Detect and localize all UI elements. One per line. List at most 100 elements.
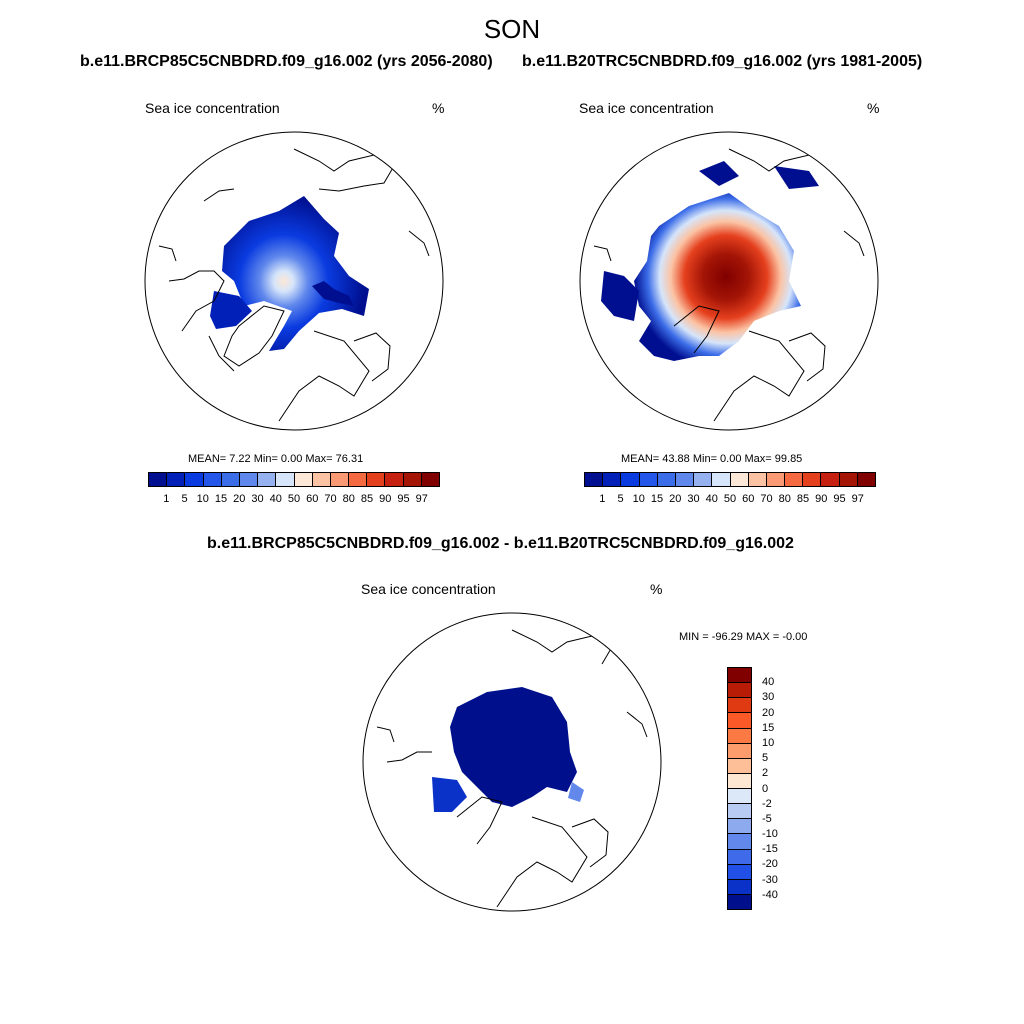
colorbar-tick-label: 5 [181,493,188,505]
left-colorbar-swatches [148,472,440,487]
right-ice-field [634,193,801,361]
colorbar-tick-label: -2 [762,797,772,810]
colorbar-tick-label: 95 [397,493,410,505]
colorbar-tick-label: 1 [599,493,606,505]
colorbar-swatch [728,683,751,699]
colorbar-swatch [330,473,350,486]
colorbar-swatch [728,713,751,729]
colorbar-tick-label: -20 [762,858,778,871]
colorbar-swatch [621,473,640,486]
diff-units-label: % [650,581,663,597]
colorbar-swatch [185,473,204,486]
colorbar-swatch [821,473,840,486]
right-stats: MEAN= 43.88 Min= 0.00 Max= 99.85 [621,453,803,465]
colorbar-tick-label: -15 [762,843,778,856]
colorbar-swatch [728,728,751,744]
colorbar-swatch [728,789,751,805]
colorbar-tick-label: 10 [632,493,645,505]
colorbar-tick-label: 97 [851,493,864,505]
colorbar-tick-label: 15 [214,493,228,505]
right-ice-field-2 [601,271,639,321]
colorbar-swatch [728,864,751,880]
colorbar-swatch [403,473,422,486]
colorbar-tick-label: 97 [415,493,428,505]
colorbar-swatch [803,473,822,486]
colorbar-tick-label: 15 [650,493,664,505]
diff-colorbar-ticks: 40 30 20 15 10 5 2 0 -2 -5 -10 -15 -20 -30 -40 [758,667,798,910]
colorbar-swatch [728,758,751,774]
colorbar-swatch [221,473,240,486]
colorbar-tick-label: -10 [762,828,778,841]
left-ice-field-2 [210,291,252,329]
colorbar-swatch [349,473,368,486]
right-colorbar-ticks: 1 5 10 15 20 30 40 50 60 70 80 85 90 95 97 [584,487,876,505]
colorbar-tick-label: 80 [342,493,355,505]
colorbar-tick-label: 95 [833,493,846,505]
right-panel-title: b.e11.B20TRC5CNBDRD.f09_g16.002 (yrs 198… [522,53,923,70]
colorbar-tick-label: 10 [762,736,775,749]
colorbar-tick-label: 30 [762,691,775,704]
diff-ice-field-3 [568,782,584,802]
colorbar-swatch [728,668,751,684]
colorbar-swatch [728,773,751,789]
colorbar-tick-label: 85 [360,493,374,505]
colorbar-swatch [276,473,295,486]
colorbar-tick-label: -5 [762,812,772,825]
colorbar-tick-label: -30 [762,873,778,886]
colorbar-swatch [728,894,751,909]
colorbar-tick-label: 30 [687,493,700,505]
colorbar-tick-label: 50 [723,493,737,505]
colorbar-swatch [203,473,222,486]
colorbar-swatch [385,473,404,486]
colorbar-tick-label: 60 [306,493,319,505]
colorbar-swatch [766,473,786,486]
left-ice-field-3 [312,281,354,306]
right-polar-map [579,131,879,431]
colorbar-tick-label: 90 [379,493,392,505]
colorbar-swatch [728,879,751,895]
diff-colorbar-swatches [727,667,752,910]
colorbar-swatch [167,473,186,486]
left-colorbar-ticks: 1 5 10 15 20 30 40 50 60 70 80 85 90 95 97 [148,487,440,505]
colorbar-tick-label: 50 [287,493,301,505]
left-colorbar: 1 5 10 15 20 30 40 50 60 70 80 85 90 95 97 [148,472,440,505]
diff-ice-field [450,687,577,807]
colorbar-swatch [312,473,331,486]
coastlines [376,629,648,908]
colorbar-tick-label: 5 [617,493,624,505]
colorbar-tick-label: 80 [778,493,791,505]
left-stats: MEAN= 7.22 Min= 0.00 Max= 76.31 [188,453,364,465]
right-colorbar: 1 5 10 15 20 30 40 50 60 70 80 85 90 95 97 [584,472,876,505]
colorbar-tick-label: 30 [251,493,264,505]
colorbar-swatch [728,804,751,820]
colorbar-tick-label: 20 [669,493,682,505]
colorbar-tick-label: -40 [762,888,778,901]
colorbar-swatch [694,473,713,486]
colorbar-swatch [585,473,604,486]
figure-title: SON [483,14,541,44]
left-polar-map [144,131,444,431]
colorbar-tick-label: 85 [796,493,810,505]
left-panel-title: b.e11.BRCP85C5CNBDRD.f09_g16.002 (yrs 20… [80,53,493,70]
colorbar-tick-label: 15 [762,721,775,734]
diff-ice-field-2 [432,777,467,812]
colorbar-swatch [785,473,804,486]
right-ice-field-3 [699,161,739,186]
colorbar-swatch [239,473,259,486]
left-units-label: % [432,100,445,116]
diff-polar-map [362,612,662,912]
colorbar-swatch [728,698,751,714]
colorbar-tick-label: 1 [163,493,170,505]
colorbar-tick-label: 90 [815,493,828,505]
colorbar-tick-label: 20 [233,493,246,505]
colorbar-swatch [728,849,751,865]
colorbar-swatch [728,819,751,835]
colorbar-swatch [730,473,749,486]
colorbar-swatch [603,473,622,486]
colorbar-swatch [839,473,858,486]
colorbar-tick-label: 20 [762,706,775,719]
colorbar-swatch [421,473,439,486]
right-units-label: % [867,100,880,116]
colorbar-swatch [857,473,875,486]
colorbar-swatch [748,473,767,486]
